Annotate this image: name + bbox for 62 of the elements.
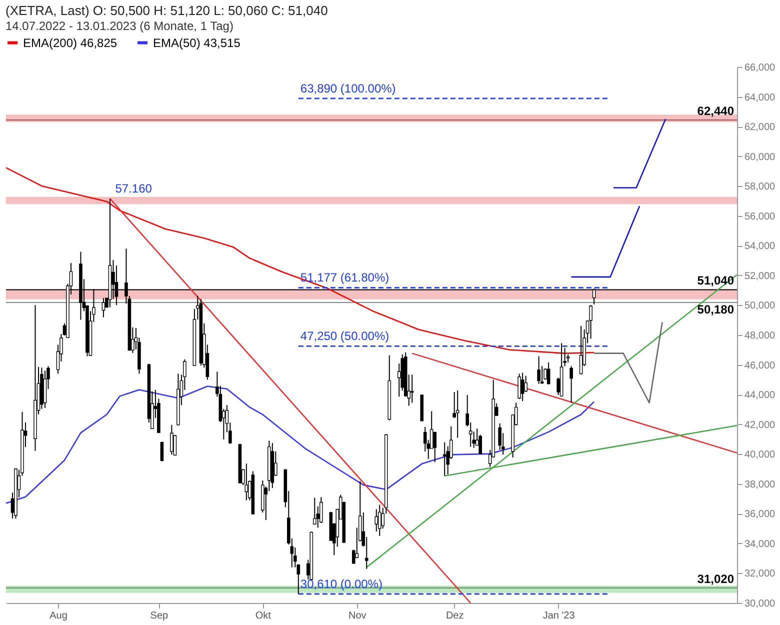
- candlestick: [312, 497, 316, 525]
- candlestick: [537, 356, 540, 384]
- y-tick-label: 50,000: [744, 300, 776, 312]
- legend-label: EMA(200) 46,825: [23, 36, 118, 50]
- y-tick-label: 40,000: [744, 450, 776, 461]
- candlestick: [319, 496, 323, 524]
- candlestick: [570, 366, 573, 404]
- y-tick-label: 52,000: [744, 270, 776, 282]
- ref-line-label: 31,020: [697, 572, 734, 586]
- y-tick-label: 44,000: [744, 390, 776, 402]
- candlestick: [410, 374, 414, 404]
- chart-title: (XETRA, Last) O: 50,500 H: 51,120 L: 50,060 C: 51,040: [6, 3, 328, 18]
- y-tick-label: 62,000: [744, 122, 776, 134]
- candlestick: [442, 442, 446, 476]
- candlestick: [589, 304, 592, 340]
- candlestick: [546, 362, 550, 385]
- ref-line-label: 50,180: [697, 302, 734, 317]
- y-tick-label: 48,000: [744, 330, 776, 342]
- y-tick-label: 38,000: [744, 479, 776, 490]
- x-tick-label: Aug: [50, 610, 68, 622]
- annotation: 57.160: [115, 182, 152, 196]
- y-tick-label: 46,000: [744, 360, 776, 372]
- candlestick: [498, 422, 502, 450]
- candlestick: [456, 390, 460, 438]
- y-tick-label: 34,000: [744, 538, 776, 550]
- annotation: 51,177 (61.80%): [300, 270, 390, 285]
- annotation: 47,250 (50.00%): [300, 329, 390, 344]
- candlestick: [170, 424, 174, 456]
- x-tick-label: Jan '23: [542, 610, 576, 622]
- y-tick-label: 56,000: [744, 211, 776, 222]
- candlestick: [378, 504, 382, 536]
- candlestick: [374, 508, 378, 532]
- line-series: [6, 386, 595, 504]
- candlestick: [43, 370, 47, 408]
- y-tick-label: 66,000: [744, 62, 776, 74]
- y-tick-label: 58,000: [744, 182, 776, 193]
- candlestick: [524, 375, 528, 393]
- candlestick: [544, 368, 547, 380]
- candlestick: [433, 432, 437, 463]
- x-tick-label: Dez: [446, 610, 464, 622]
- legend-label: EMA(50) 43,515: [153, 36, 241, 50]
- x-tick-label: Nov: [348, 610, 366, 622]
- y-tick-label: 32,000: [744, 568, 776, 580]
- y-tick-label: 42,000: [744, 420, 776, 431]
- annotation: 63,890 (100.00%): [300, 81, 396, 96]
- y-tick-label: 36,000: [744, 509, 776, 520]
- candlestick: [244, 463, 248, 501]
- ref-line-label: 62,440: [697, 104, 734, 118]
- candlestick: [520, 372, 524, 402]
- x-tick-label: Sep: [150, 610, 169, 622]
- candlestick: [563, 347, 566, 367]
- candlestick: [518, 373, 521, 400]
- candlestick: [160, 441, 164, 462]
- chart-subtitle: 14.07.2022 - 13.01.2023 (6 Monate, 1 Tag): [6, 19, 234, 33]
- annotation: 30,610 (0.00%): [300, 576, 382, 591]
- y-tick-label: 54,000: [744, 241, 776, 252]
- line-series: [6, 167, 595, 354]
- y-tick-label: 64,000: [744, 92, 776, 104]
- y-tick-label: 30,000: [744, 598, 776, 610]
- x-tick-label: Okt: [255, 610, 272, 622]
- candlestick: [579, 325, 583, 376]
- y-tick-label: 60,000: [744, 152, 776, 163]
